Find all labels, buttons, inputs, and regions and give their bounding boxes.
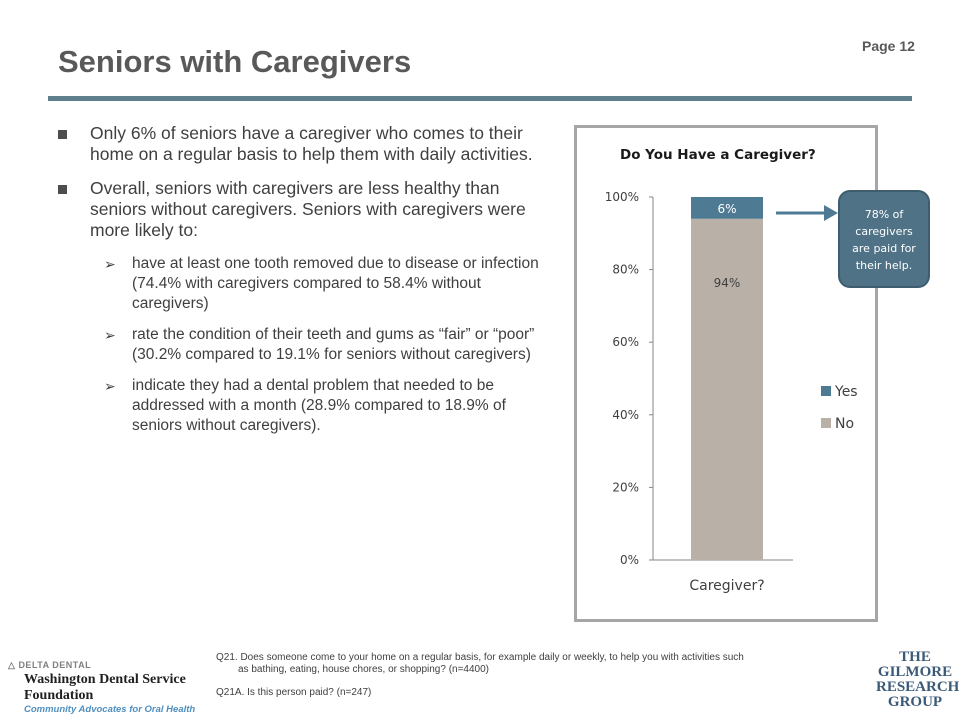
data-label-no: 94% xyxy=(714,276,741,290)
bar-segment-no xyxy=(691,218,763,560)
footnote-q21: Q21. Does someone come to your home on a… xyxy=(216,652,856,676)
bullet-item: Overall, seniors with caregivers are les… xyxy=(58,178,552,241)
sub-bullet-item: ➢ have at least one tooth removed due to… xyxy=(58,254,552,314)
y-tick-label: 60% xyxy=(612,335,639,349)
arrow-bullet-icon: ➢ xyxy=(104,256,116,272)
sub-bullet-item: ➢ rate the condition of their teeth and … xyxy=(58,325,552,365)
delta-dental-brand: △ DELTA DENTAL xyxy=(8,660,91,671)
arrow-bullet-icon: ➢ xyxy=(104,378,116,394)
square-bullet-icon xyxy=(58,130,67,139)
gilmore-logo-line: GILMORE xyxy=(877,664,953,680)
foundation-tagline: Community Advocates for Oral Health xyxy=(24,704,196,715)
wdsf-logo: △ DELTA DENTAL Washington Dental Service… xyxy=(8,658,218,718)
footnote-q21-line: Q21. Does someone come to your home on a… xyxy=(216,652,744,663)
arrow-bullet-icon: ➢ xyxy=(104,327,116,343)
foundation-name-line: Washington Dental Service xyxy=(24,672,186,687)
callout-line: are paid for xyxy=(852,242,916,255)
page-number: Page 12 xyxy=(862,38,915,54)
callout-line: caregivers xyxy=(855,225,913,238)
category-label: Caregiver? xyxy=(689,578,764,594)
y-tick-label: 80% xyxy=(612,263,639,277)
delta-dental-text: DELTA DENTAL xyxy=(18,660,92,670)
y-tick-label: 100% xyxy=(605,190,639,204)
callout-arrow xyxy=(776,205,838,221)
sub-bullet-text: rate the condition of their teeth and gu… xyxy=(132,326,535,363)
callout-line: 78% of xyxy=(864,208,904,221)
delta-triangle-icon: △ xyxy=(8,660,16,670)
data-label-yes: 6% xyxy=(717,202,736,216)
bar-segment-yes xyxy=(691,197,763,219)
legend-no-label: No xyxy=(835,416,854,432)
gilmore-logo: THE GILMORE RESEARCH GROUP xyxy=(876,649,960,712)
page-title: Seniors with Caregivers xyxy=(58,44,412,79)
callout-line: their help. xyxy=(855,259,913,272)
title-rule xyxy=(48,96,912,101)
bullet-text: Overall, seniors with caregivers are les… xyxy=(90,178,526,240)
sub-bullet-text: indicate they had a dental problem that … xyxy=(132,377,506,434)
y-tick-label: 20% xyxy=(612,480,639,494)
y-tick-label: 0% xyxy=(620,553,639,567)
chart-title: Do You Have a Caregiver? xyxy=(620,147,816,163)
footnote-q21a: Q21A. Is this person paid? (n=247) xyxy=(216,687,372,698)
bullet-list: Only 6% of seniors have a caregiver who … xyxy=(58,123,552,447)
legend-yes-swatch xyxy=(821,386,831,396)
footnote-q21-line: as bathing, eating, house chores, or sho… xyxy=(238,664,490,675)
gilmore-logo-line: GROUP xyxy=(887,694,943,710)
paid-callout-box: 78% of caregivers are paid for their hel… xyxy=(838,190,930,288)
square-bullet-icon xyxy=(58,185,67,194)
y-tick-label: 40% xyxy=(612,408,639,422)
gilmore-logo-line: THE xyxy=(899,649,931,665)
bullet-text: Only 6% of seniors have a caregiver who … xyxy=(90,123,533,164)
foundation-name-line: Foundation xyxy=(24,688,94,703)
bullet-item: Only 6% of seniors have a caregiver who … xyxy=(58,123,552,165)
foundation-name: Washington Dental Service Foundation xyxy=(24,672,186,704)
gilmore-logo-line: RESEARCH xyxy=(876,679,960,695)
survey-footnote: Q21. Does someone come to your home on a… xyxy=(216,652,856,699)
legend-yes-label: Yes xyxy=(834,384,858,400)
legend-no-swatch xyxy=(821,418,831,428)
sub-bullet-item: ➢ indicate they had a dental problem tha… xyxy=(58,376,552,436)
sub-bullet-text: have at least one tooth removed due to d… xyxy=(132,255,539,312)
caregiver-chart: Do You Have a Caregiver? 0% 20% 40% 60% 80% 1… xyxy=(605,147,858,594)
